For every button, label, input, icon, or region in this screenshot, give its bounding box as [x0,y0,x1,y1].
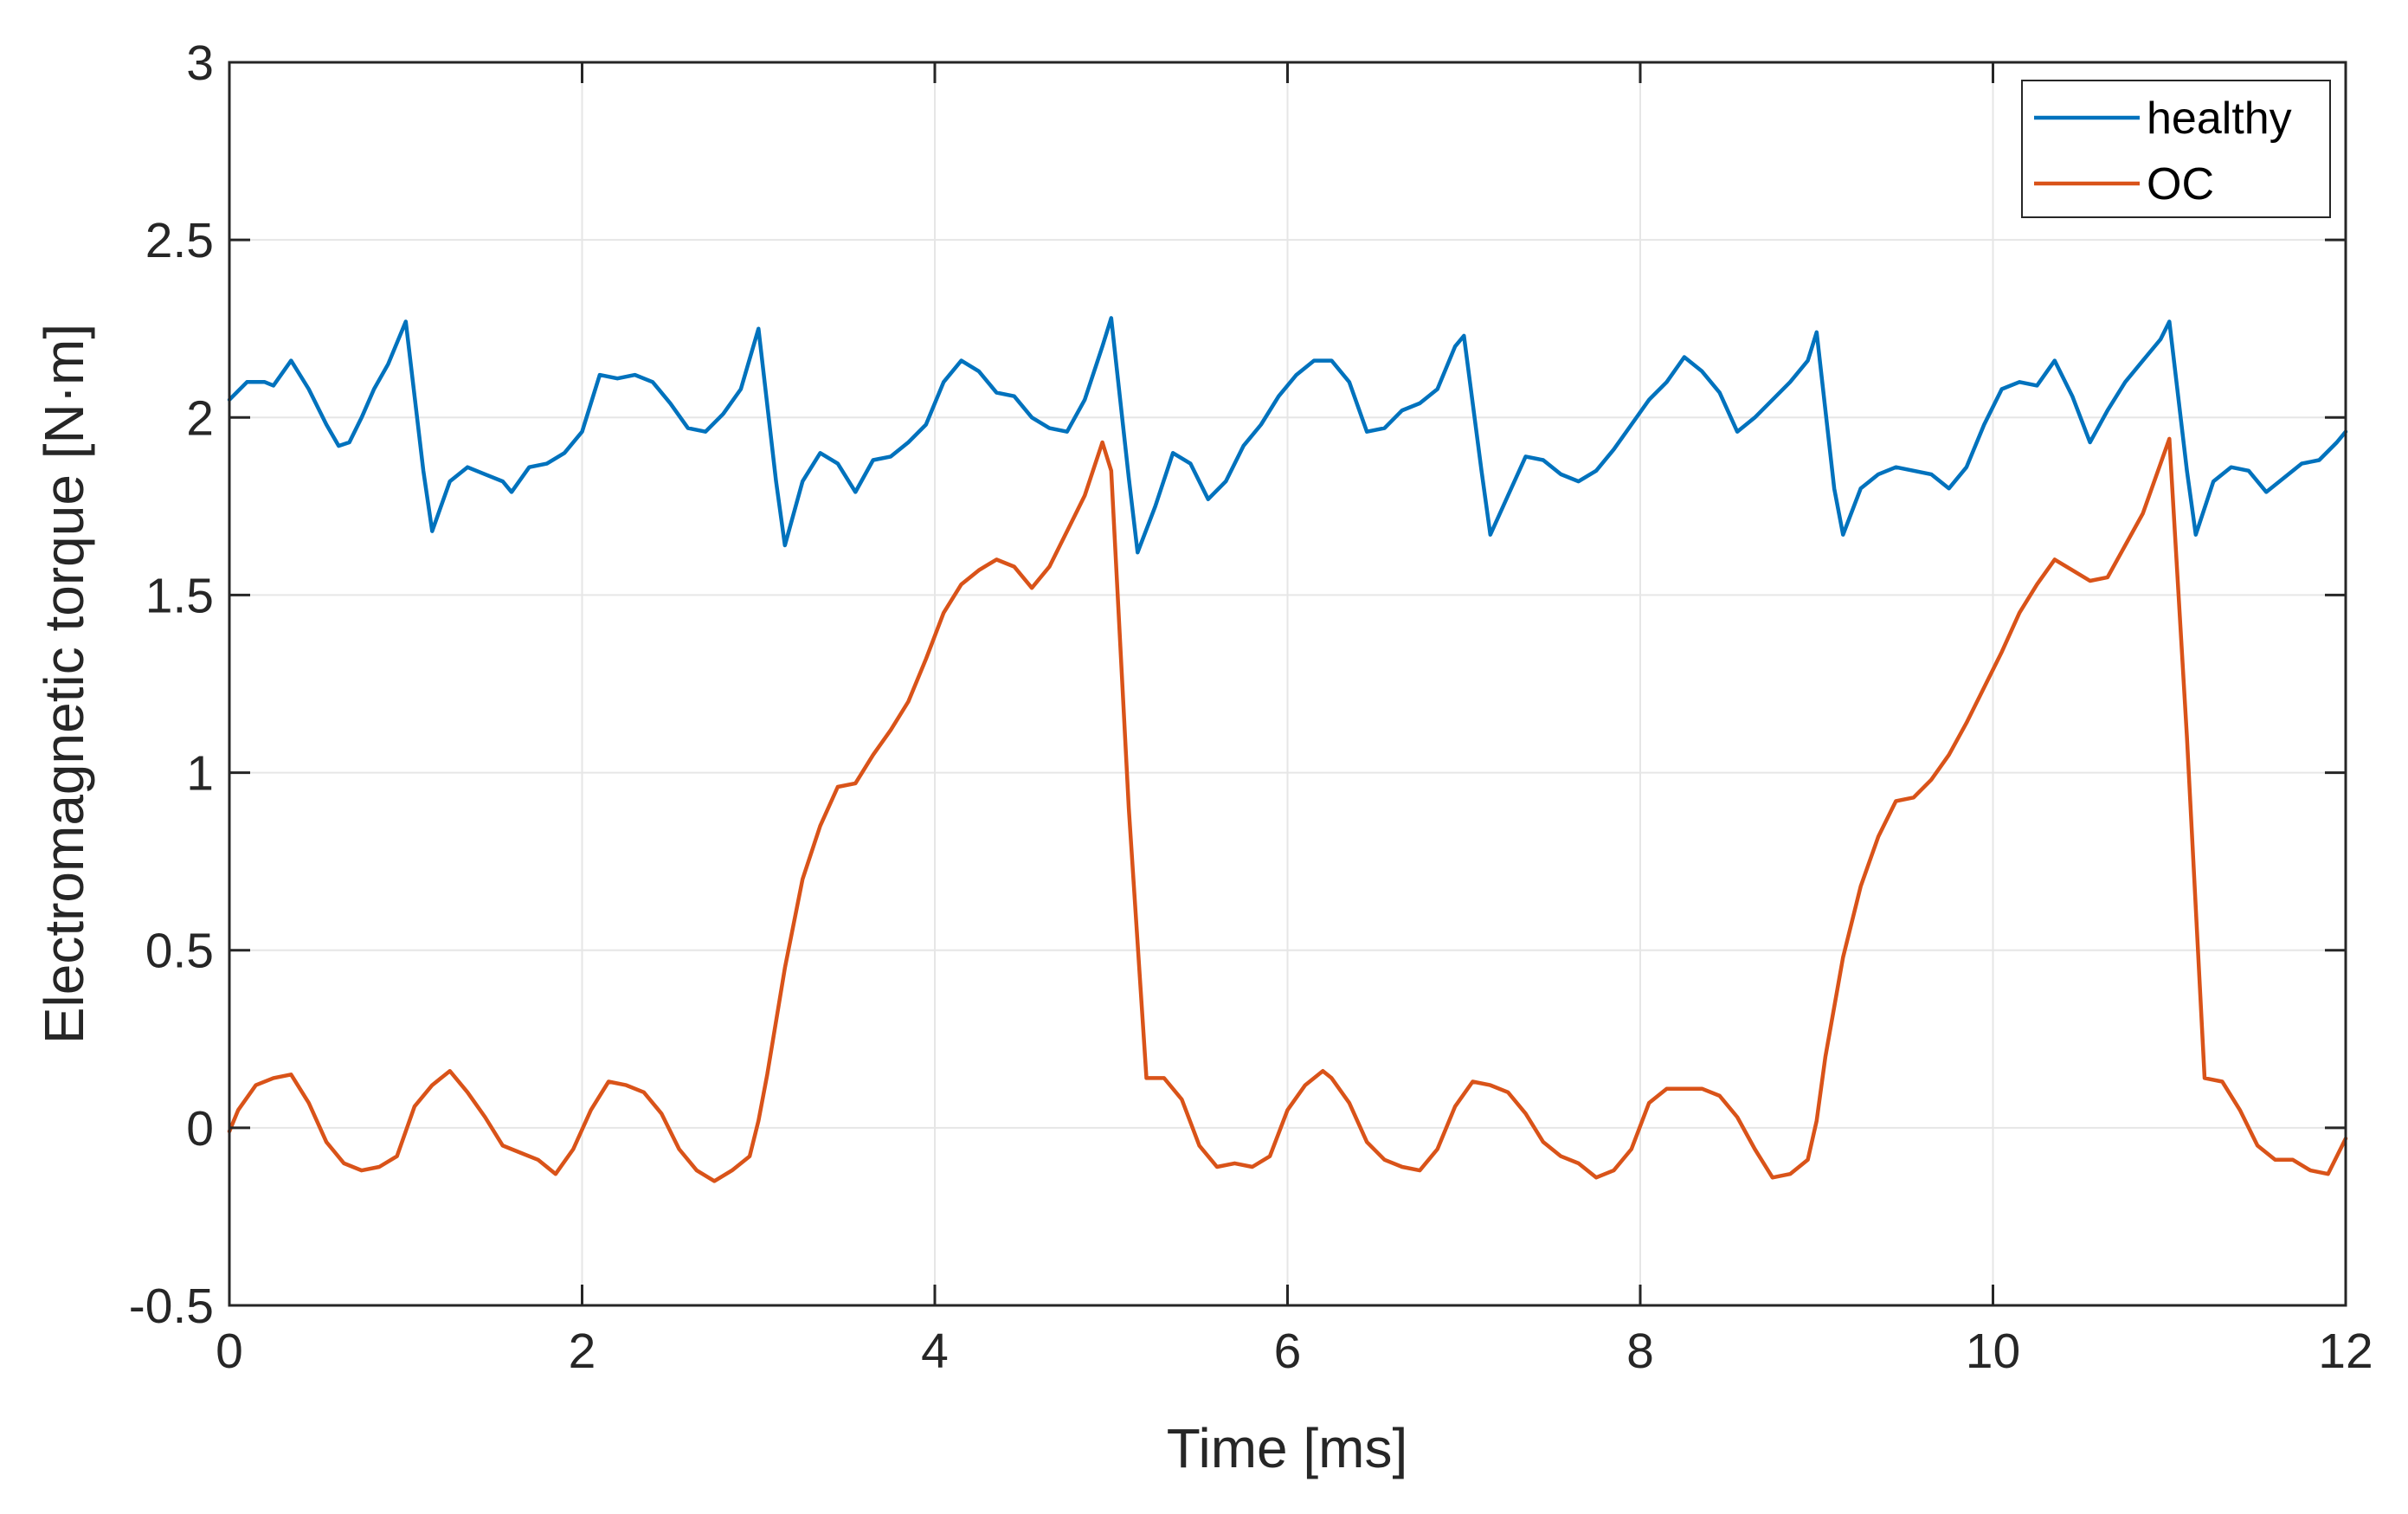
x-tick-label: 6 [1274,1324,1302,1379]
y-tick-label: 1.5 [145,568,214,623]
legend-label-oc: OC [2147,159,2214,209]
x-tick-label: 8 [1626,1324,1654,1379]
y-tick-label: 1 [186,746,214,802]
y-tick-label: 2 [186,390,214,446]
series-line-healthy [227,316,2348,555]
x-tick-label: 12 [2318,1324,2373,1379]
y-tick-label: 0.5 [145,924,214,979]
legend-box [2021,80,2331,218]
series-line-oc [227,436,2348,1183]
x-tick-label: 4 [921,1324,949,1379]
legend-label-healthy: healthy [2147,93,2292,144]
x-tick-label: 10 [1966,1324,2020,1379]
y-tick-label: 0 [186,1101,214,1156]
y-axis-label: Electromagnetic torque [N·m] [33,324,95,1044]
tick-labels: 0 2 4 6 8 10 12-0.500.511.522.53 [129,35,2373,1379]
x-axis-label: Time [ms] [1167,1417,1408,1479]
y-tick-label: 3 [186,35,214,91]
legend: healthy OC [2021,80,2331,218]
y-tick-label: 2.5 [145,213,214,268]
series-layer [227,316,2348,1183]
x-tick-label: 2 [569,1324,596,1379]
x-tick-label: 0 [216,1324,243,1379]
y-tick-label: -0.5 [129,1279,214,1334]
ticks [228,61,2347,1307]
